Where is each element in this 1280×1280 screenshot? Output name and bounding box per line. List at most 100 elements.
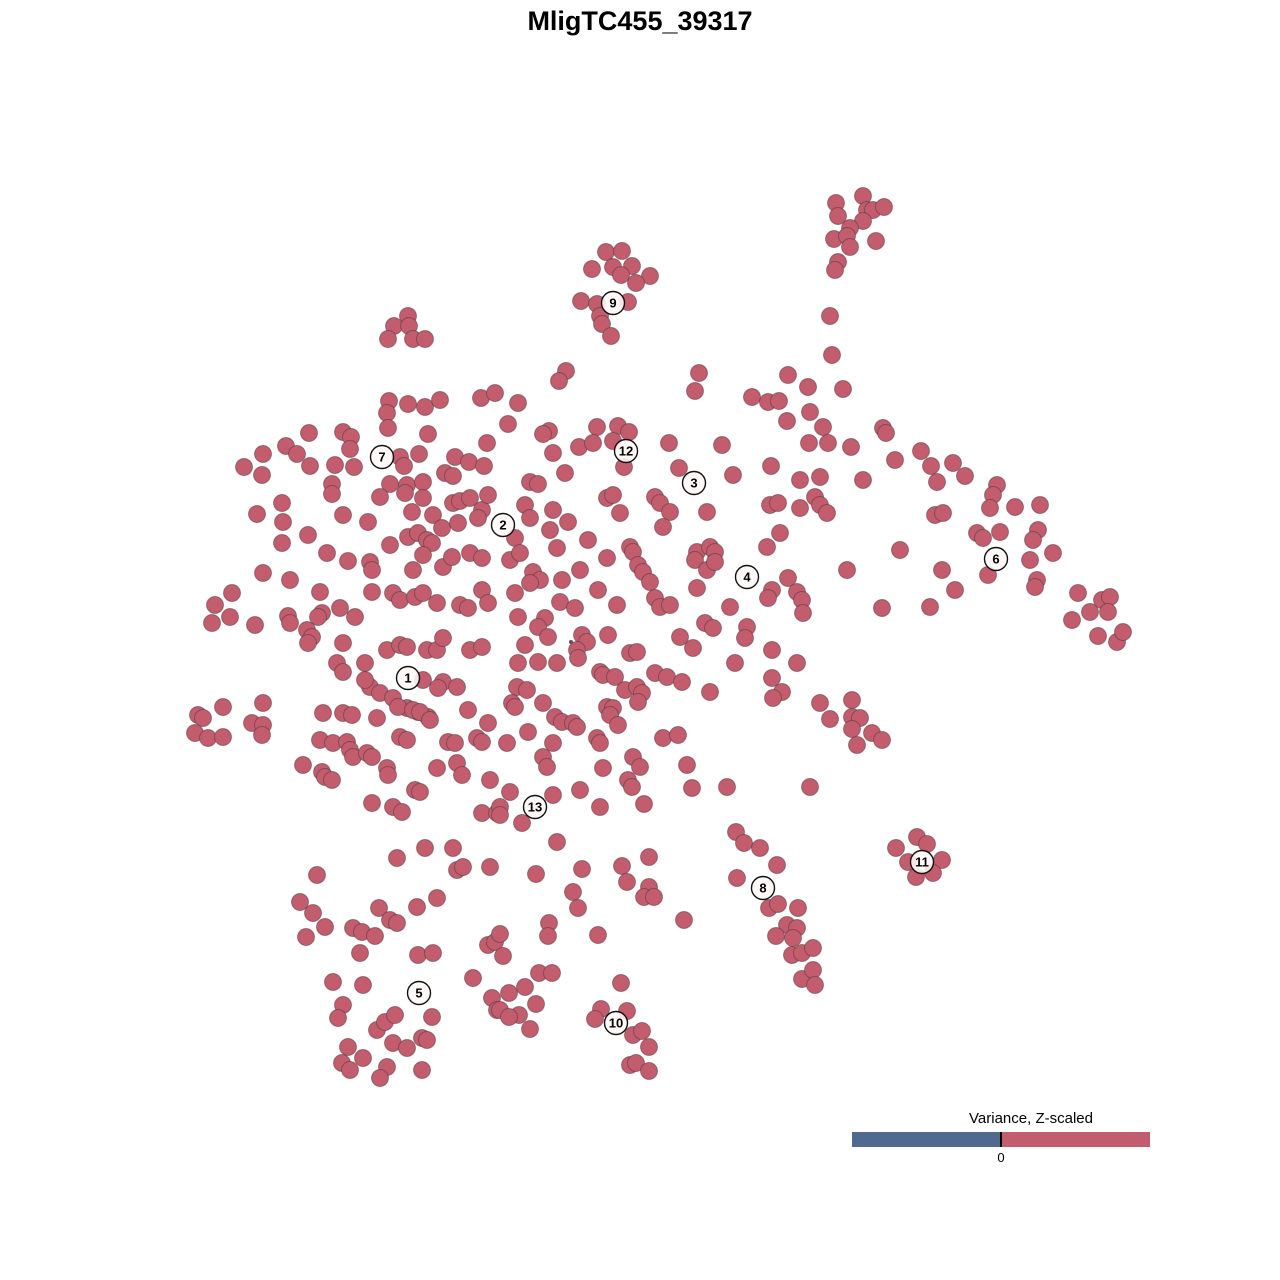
- data-point: [354, 1049, 372, 1067]
- data-point: [475, 457, 493, 475]
- data-point: [1089, 627, 1107, 645]
- data-point: [473, 549, 491, 567]
- data-point: [688, 579, 706, 597]
- data-point: [683, 779, 701, 797]
- data-point: [414, 584, 432, 602]
- data-point: [553, 571, 571, 589]
- data-point: [875, 198, 893, 216]
- data-point: [363, 583, 381, 601]
- chart-title: MligTC455_39317: [527, 6, 753, 36]
- data-point: [194, 709, 212, 727]
- data-point: [922, 457, 940, 475]
- data-point: [608, 596, 626, 614]
- data-point: [499, 415, 517, 433]
- data-point: [1006, 498, 1024, 516]
- cluster-label-number: 2: [499, 518, 506, 533]
- data-point: [767, 927, 785, 945]
- data-point: [248, 505, 266, 523]
- stray-mark: [569, 640, 573, 644]
- data-point: [509, 654, 527, 672]
- colorbar-negative-segment: [852, 1132, 1001, 1147]
- cluster-label-circle: [750, 875, 776, 901]
- data-point: [843, 720, 861, 738]
- data-point: [479, 486, 497, 504]
- data-point: [814, 418, 832, 436]
- data-point: [519, 723, 537, 741]
- data-point: [934, 504, 952, 522]
- data-point: [613, 857, 631, 875]
- data-point: [873, 599, 891, 617]
- data-point: [316, 918, 334, 936]
- data-point: [933, 561, 951, 579]
- data-point: [1026, 578, 1044, 596]
- cluster-label-number: 10: [609, 1016, 623, 1031]
- data-point: [253, 726, 271, 744]
- colorbar-zero-divider: [1000, 1132, 1002, 1147]
- data-point: [629, 693, 647, 711]
- data-point: [223, 584, 241, 602]
- data-point: [356, 671, 374, 689]
- data-point: [446, 734, 464, 752]
- data-point: [379, 766, 397, 784]
- data-point: [521, 1020, 539, 1038]
- data-point: [345, 458, 363, 476]
- data-point: [299, 634, 317, 652]
- data-point: [395, 457, 413, 475]
- data-point: [591, 734, 609, 752]
- data-point: [548, 539, 566, 557]
- data-point: [589, 581, 607, 599]
- data-point: [633, 1022, 651, 1040]
- colorbar-positive-segment: [1001, 1132, 1150, 1147]
- data-point: [886, 451, 904, 469]
- cluster-label: 8: [750, 875, 776, 901]
- data-point: [393, 803, 411, 821]
- data-point: [346, 608, 364, 626]
- data-point: [351, 944, 369, 962]
- data-point: [928, 473, 946, 491]
- cluster-label-circle: [600, 290, 626, 316]
- data-point: [428, 594, 446, 612]
- data-point: [411, 783, 429, 801]
- data-point: [735, 834, 753, 852]
- data-point: [516, 636, 534, 654]
- data-point: [459, 599, 477, 617]
- data-point: [311, 583, 329, 601]
- data-point: [946, 581, 964, 599]
- cluster-label-circle: [395, 665, 421, 691]
- data-point: [675, 911, 693, 929]
- cluster-label-number: 4: [743, 570, 751, 585]
- data-point: [314, 704, 332, 722]
- data-point: [640, 848, 658, 866]
- cluster-label: 9: [600, 290, 626, 316]
- data-point: [203, 614, 221, 632]
- data-point: [728, 869, 746, 887]
- data-point: [491, 806, 509, 824]
- data-point: [593, 315, 611, 333]
- data-point: [371, 488, 389, 506]
- data-point: [388, 914, 406, 932]
- data-point: [848, 736, 866, 754]
- data-point: [721, 598, 739, 616]
- data-point: [341, 1061, 359, 1079]
- cluster-label-number: 9: [609, 296, 616, 311]
- data-point: [254, 564, 272, 582]
- data-point: [363, 561, 381, 579]
- data-point: [912, 442, 930, 460]
- data-point: [794, 604, 812, 622]
- data-point: [323, 771, 341, 789]
- data-point: [323, 485, 341, 503]
- data-point: [339, 552, 357, 570]
- data-point: [486, 384, 504, 402]
- data-point: [583, 260, 601, 278]
- data-point: [661, 596, 679, 614]
- data-point: [479, 594, 497, 612]
- data-point: [423, 534, 441, 552]
- data-point: [654, 729, 672, 747]
- data-point: [273, 494, 291, 512]
- data-point: [841, 238, 859, 256]
- data-point: [788, 654, 806, 672]
- data-point: [811, 694, 829, 712]
- data-point: [609, 716, 627, 734]
- data-point: [378, 404, 396, 422]
